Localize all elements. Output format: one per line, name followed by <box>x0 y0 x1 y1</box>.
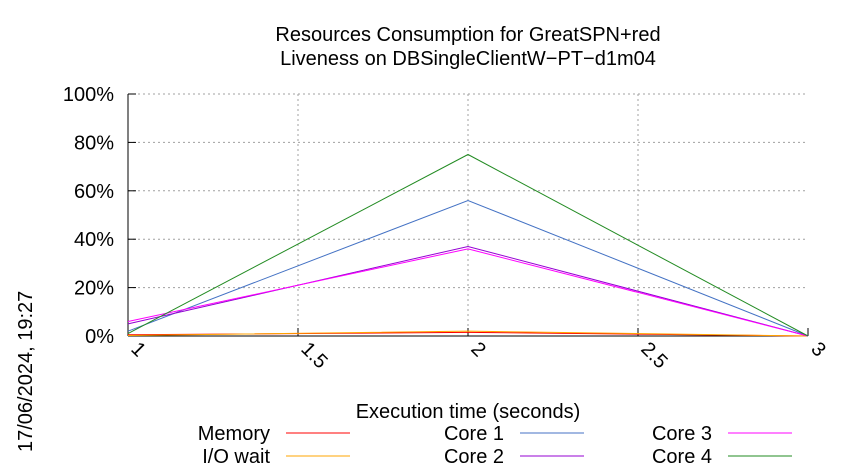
x-tick-label: 2 <box>466 338 489 361</box>
legend-label: Core 1 <box>444 423 504 445</box>
timestamp: 17/06/2024, 19:27 <box>15 291 37 452</box>
series-line-core-1 <box>127 199 809 337</box>
x-tick-label: 1.5 <box>296 338 331 373</box>
series-line-core-4 <box>127 153 809 337</box>
x-tick-label: 1 <box>126 338 149 361</box>
y-tick-label: 20% <box>74 278 114 300</box>
y-tick-label: 40% <box>74 229 114 251</box>
grid <box>128 93 808 336</box>
x-axis-ticks: 1 1.5 2 2.5 3 <box>126 338 829 373</box>
series-line-i-o-wait <box>127 330 809 337</box>
y-axis-ticks: 0% 20% 40% 60% 80% 100% <box>63 84 114 348</box>
legend-label: Memory <box>198 423 270 445</box>
y-tick-label: 0% <box>85 326 114 348</box>
x-axis-label: Execution time (seconds) <box>356 401 581 423</box>
x-tick-label: 2.5 <box>636 338 671 373</box>
plot-area <box>127 153 809 337</box>
legend-label: I/O wait <box>202 446 270 468</box>
x-tick-label: 3 <box>806 338 829 361</box>
y-tick-label: 100% <box>63 84 114 106</box>
series-line-core-2 <box>127 245 809 337</box>
legend-label: Core 3 <box>652 423 712 445</box>
y-tick-label: 60% <box>74 181 114 203</box>
chart-title-line-1: Resources Consumption for GreatSPN+red <box>275 24 660 46</box>
series-line-core-3 <box>127 248 809 337</box>
y-tick-label: 80% <box>74 132 114 154</box>
legend-label: Core 2 <box>444 446 504 468</box>
legend-label: Core 4 <box>652 446 712 468</box>
chart-title-line-2: Liveness on DBSingleClientW−PT−d1m04 <box>280 48 656 70</box>
